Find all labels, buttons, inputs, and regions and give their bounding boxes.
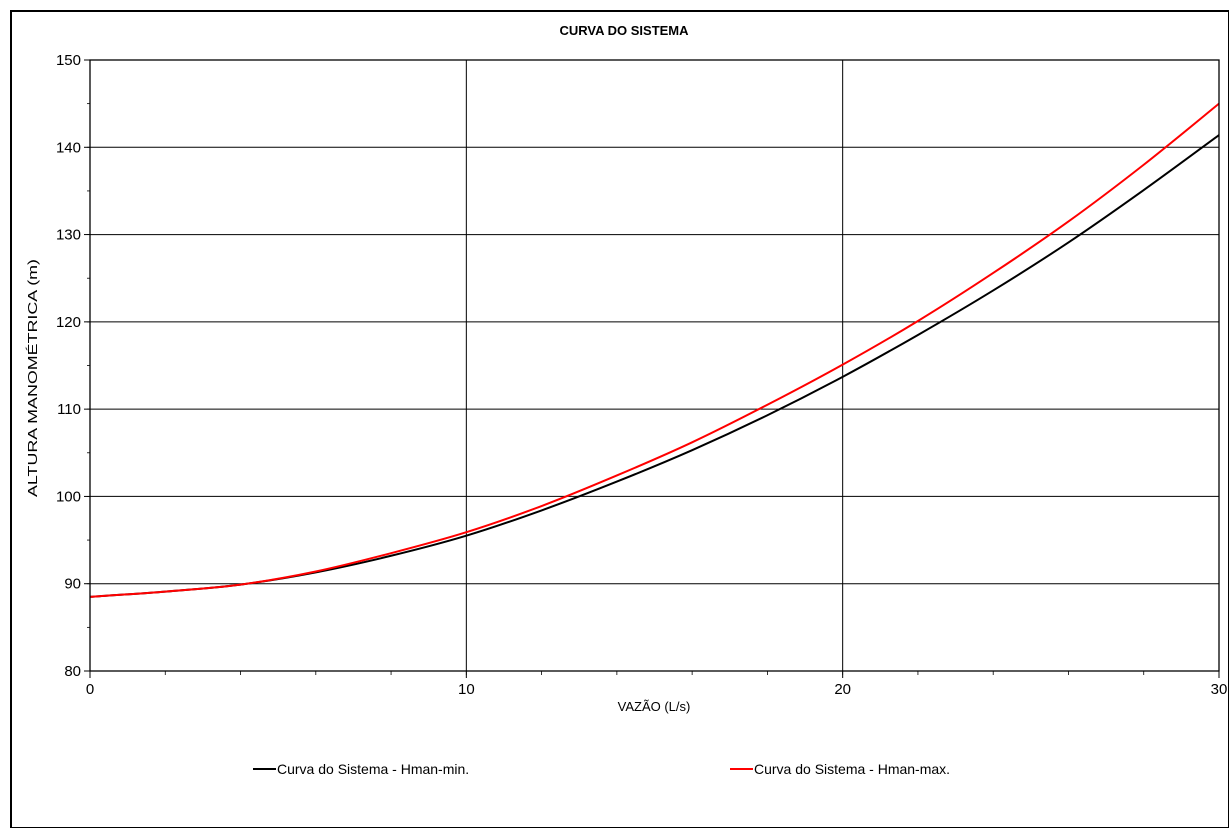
- axis-ticks: [84, 59, 1220, 678]
- x-tick-label: 10: [458, 681, 475, 698]
- y-tick-label: 90: [64, 576, 81, 593]
- y-tick-label: 100: [56, 488, 81, 505]
- x-tick-label: 0: [86, 681, 94, 698]
- series-lines: [89, 102, 1220, 598]
- y-tick-label: 140: [56, 139, 81, 156]
- x-tick-label: 30: [1211, 681, 1228, 698]
- x-tick-labels: 0 10 20 30: [86, 681, 1228, 698]
- series-line-hman-max: [89, 102, 1220, 598]
- x-tick-label: 20: [834, 681, 851, 698]
- y-tick-label: 150: [56, 52, 81, 69]
- chart-title: CURVA DO SISTEMA: [559, 23, 689, 38]
- y-tick-labels: 80 90 100 110 120 130 140 150: [56, 52, 81, 680]
- x-axis-label: VAZÃO (L/s): [618, 699, 691, 714]
- legend: Curva do Sistema - Hman-min. Curva do Si…: [253, 761, 950, 777]
- y-tick-label: 110: [57, 401, 81, 418]
- y-tick-label: 80: [64, 663, 81, 680]
- y-axis-label: ALTURA MANOMÉTRICA (m): [25, 259, 40, 497]
- legend-label-hman-min: Curva do Sistema - Hman-min.: [277, 761, 469, 777]
- y-tick-label: 120: [56, 314, 81, 331]
- legend-label-hman-max: Curva do Sistema - Hman-max.: [754, 761, 950, 777]
- y-tick-label: 130: [56, 227, 81, 244]
- plot-area: [89, 59, 1220, 672]
